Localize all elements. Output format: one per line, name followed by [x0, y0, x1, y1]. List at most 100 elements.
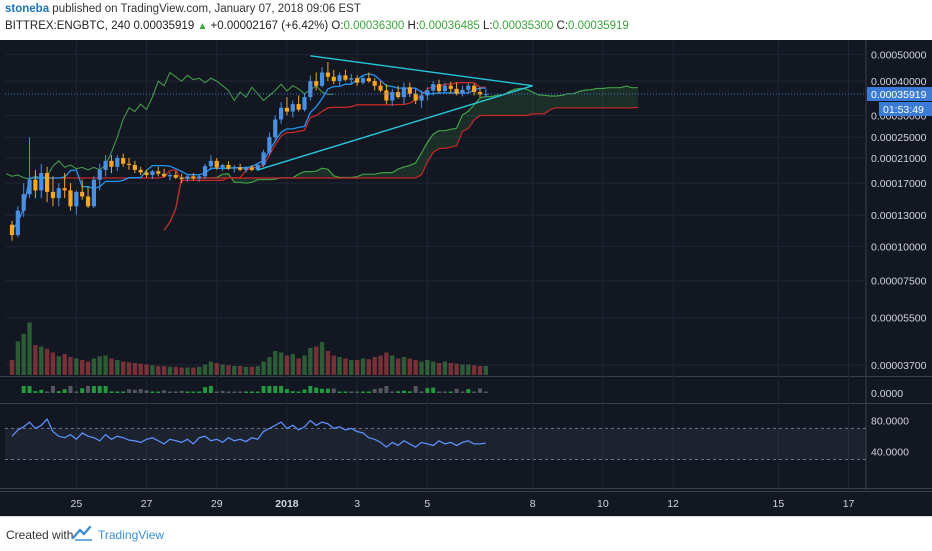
candle-body[interactable] — [232, 167, 237, 169]
candle-body[interactable] — [460, 89, 465, 94]
close-value: 0.00035919 — [568, 20, 629, 32]
candle-body[interactable] — [360, 78, 366, 83]
candle-body[interactable] — [355, 78, 360, 83]
candle-body[interactable] — [167, 175, 173, 177]
candle-body[interactable] — [162, 173, 167, 177]
candle-body[interactable] — [273, 119, 278, 138]
author-name[interactable]: stoneba — [5, 3, 50, 15]
candle-body[interactable] — [115, 157, 120, 167]
candle-body[interactable] — [472, 85, 477, 93]
candle-body[interactable] — [255, 164, 260, 170]
price-axis-label: 0.00050000 — [871, 50, 927, 62]
candle-body[interactable] — [173, 175, 178, 178]
triangle-trendline[interactable] — [257, 85, 533, 171]
candle-body[interactable] — [249, 167, 254, 170]
candle-body[interactable] — [50, 191, 56, 199]
triangle-trendline[interactable] — [310, 55, 533, 87]
volume-bar — [360, 358, 366, 375]
chart-canvas[interactable]: 0.000500000.000400000.000300000.00025000… — [0, 40, 932, 516]
candle-body[interactable] — [85, 196, 91, 207]
candle-body[interactable] — [314, 81, 319, 86]
candle-body[interactable] — [442, 85, 447, 92]
candle-body[interactable] — [448, 85, 453, 89]
candle-body[interactable] — [261, 152, 266, 165]
candle-body[interactable] — [477, 92, 483, 95]
candle-body[interactable] — [401, 87, 407, 98]
macd-histogram-bar — [249, 391, 254, 393]
candle-body[interactable] — [56, 188, 61, 199]
candle-body[interactable] — [214, 160, 219, 168]
candle-body[interactable] — [21, 194, 26, 211]
candle-body[interactable] — [197, 176, 202, 179]
leading-span-a-line — [163, 85, 638, 231]
candle-body[interactable] — [349, 78, 354, 80]
candle-body[interactable] — [290, 104, 295, 112]
macd-histogram-bar — [56, 391, 61, 393]
candle-body[interactable] — [45, 173, 50, 192]
volume-bar — [243, 366, 249, 375]
candle-body[interactable] — [319, 72, 325, 86]
candle-body[interactable] — [337, 75, 342, 82]
candle-body[interactable] — [279, 107, 284, 120]
candle-body[interactable] — [109, 160, 114, 167]
candle-body[interactable] — [39, 173, 44, 191]
candle-body[interactable] — [150, 171, 155, 176]
candle-body[interactable] — [419, 95, 424, 101]
candle-body[interactable] — [238, 167, 243, 170]
candle-body[interactable] — [33, 179, 38, 191]
candle-body[interactable] — [121, 157, 126, 164]
candle-body[interactable] — [325, 72, 330, 77]
candle-body[interactable] — [68, 190, 73, 207]
candle-body[interactable] — [126, 163, 132, 165]
candle-body[interactable] — [413, 93, 418, 101]
candle-body[interactable] — [202, 166, 208, 177]
symbol-label[interactable]: BITTREX:ENGBTC, 240 — [5, 20, 131, 32]
candle-body[interactable] — [62, 188, 67, 191]
candle-body[interactable] — [179, 177, 184, 180]
candle-body[interactable] — [466, 85, 471, 90]
volume-bar — [354, 360, 360, 375]
candle-body[interactable] — [425, 90, 430, 96]
candle-body[interactable] — [296, 104, 301, 110]
candle-body[interactable] — [284, 107, 290, 112]
candle-body[interactable] — [185, 176, 190, 180]
candle-body[interactable] — [431, 84, 436, 91]
candle-body[interactable] — [302, 97, 307, 110]
candle-body[interactable] — [208, 160, 213, 167]
candle-body[interactable] — [343, 75, 348, 80]
candle-body[interactable] — [74, 191, 79, 207]
candle-body[interactable] — [15, 210, 20, 236]
candle-body[interactable] — [384, 90, 389, 101]
candle-body[interactable] — [454, 88, 459, 94]
candle-body[interactable] — [267, 137, 272, 153]
candle-body[interactable] — [220, 164, 225, 168]
volume-bar — [477, 366, 483, 375]
candle-body[interactable] — [91, 179, 96, 207]
candle-body[interactable] — [97, 169, 102, 180]
candle-body[interactable] — [436, 84, 442, 92]
chart-area[interactable]: 0.00050000 0.00040000 0.00030000 0.00025000… — [0, 40, 932, 516]
candle-body[interactable] — [396, 92, 401, 98]
candle-body[interactable] — [138, 169, 143, 173]
candle-body[interactable] — [390, 92, 395, 101]
candle-body[interactable] — [331, 76, 336, 82]
candle-body[interactable] — [132, 164, 137, 170]
tradingview-brand-link[interactable]: TradingView — [98, 528, 165, 542]
volume-bar — [97, 356, 102, 375]
candle-body[interactable] — [483, 94, 488, 96]
candle-body[interactable] — [407, 87, 412, 94]
candle-body[interactable] — [27, 179, 32, 195]
candle-body[interactable] — [226, 164, 231, 169]
candle-body[interactable] — [366, 78, 371, 82]
candle-body[interactable] — [243, 167, 249, 170]
candle-body[interactable] — [191, 176, 196, 179]
candle-body[interactable] — [144, 172, 149, 176]
tradingview-logo-icon[interactable] — [72, 525, 94, 541]
candle-body[interactable] — [308, 81, 313, 98]
candle-body[interactable] — [378, 85, 383, 91]
candle-body[interactable] — [80, 191, 85, 197]
candle-body[interactable] — [103, 160, 108, 170]
candle-body[interactable] — [156, 171, 161, 174]
candle-body[interactable] — [9, 224, 15, 236]
candle-body[interactable] — [372, 81, 377, 86]
